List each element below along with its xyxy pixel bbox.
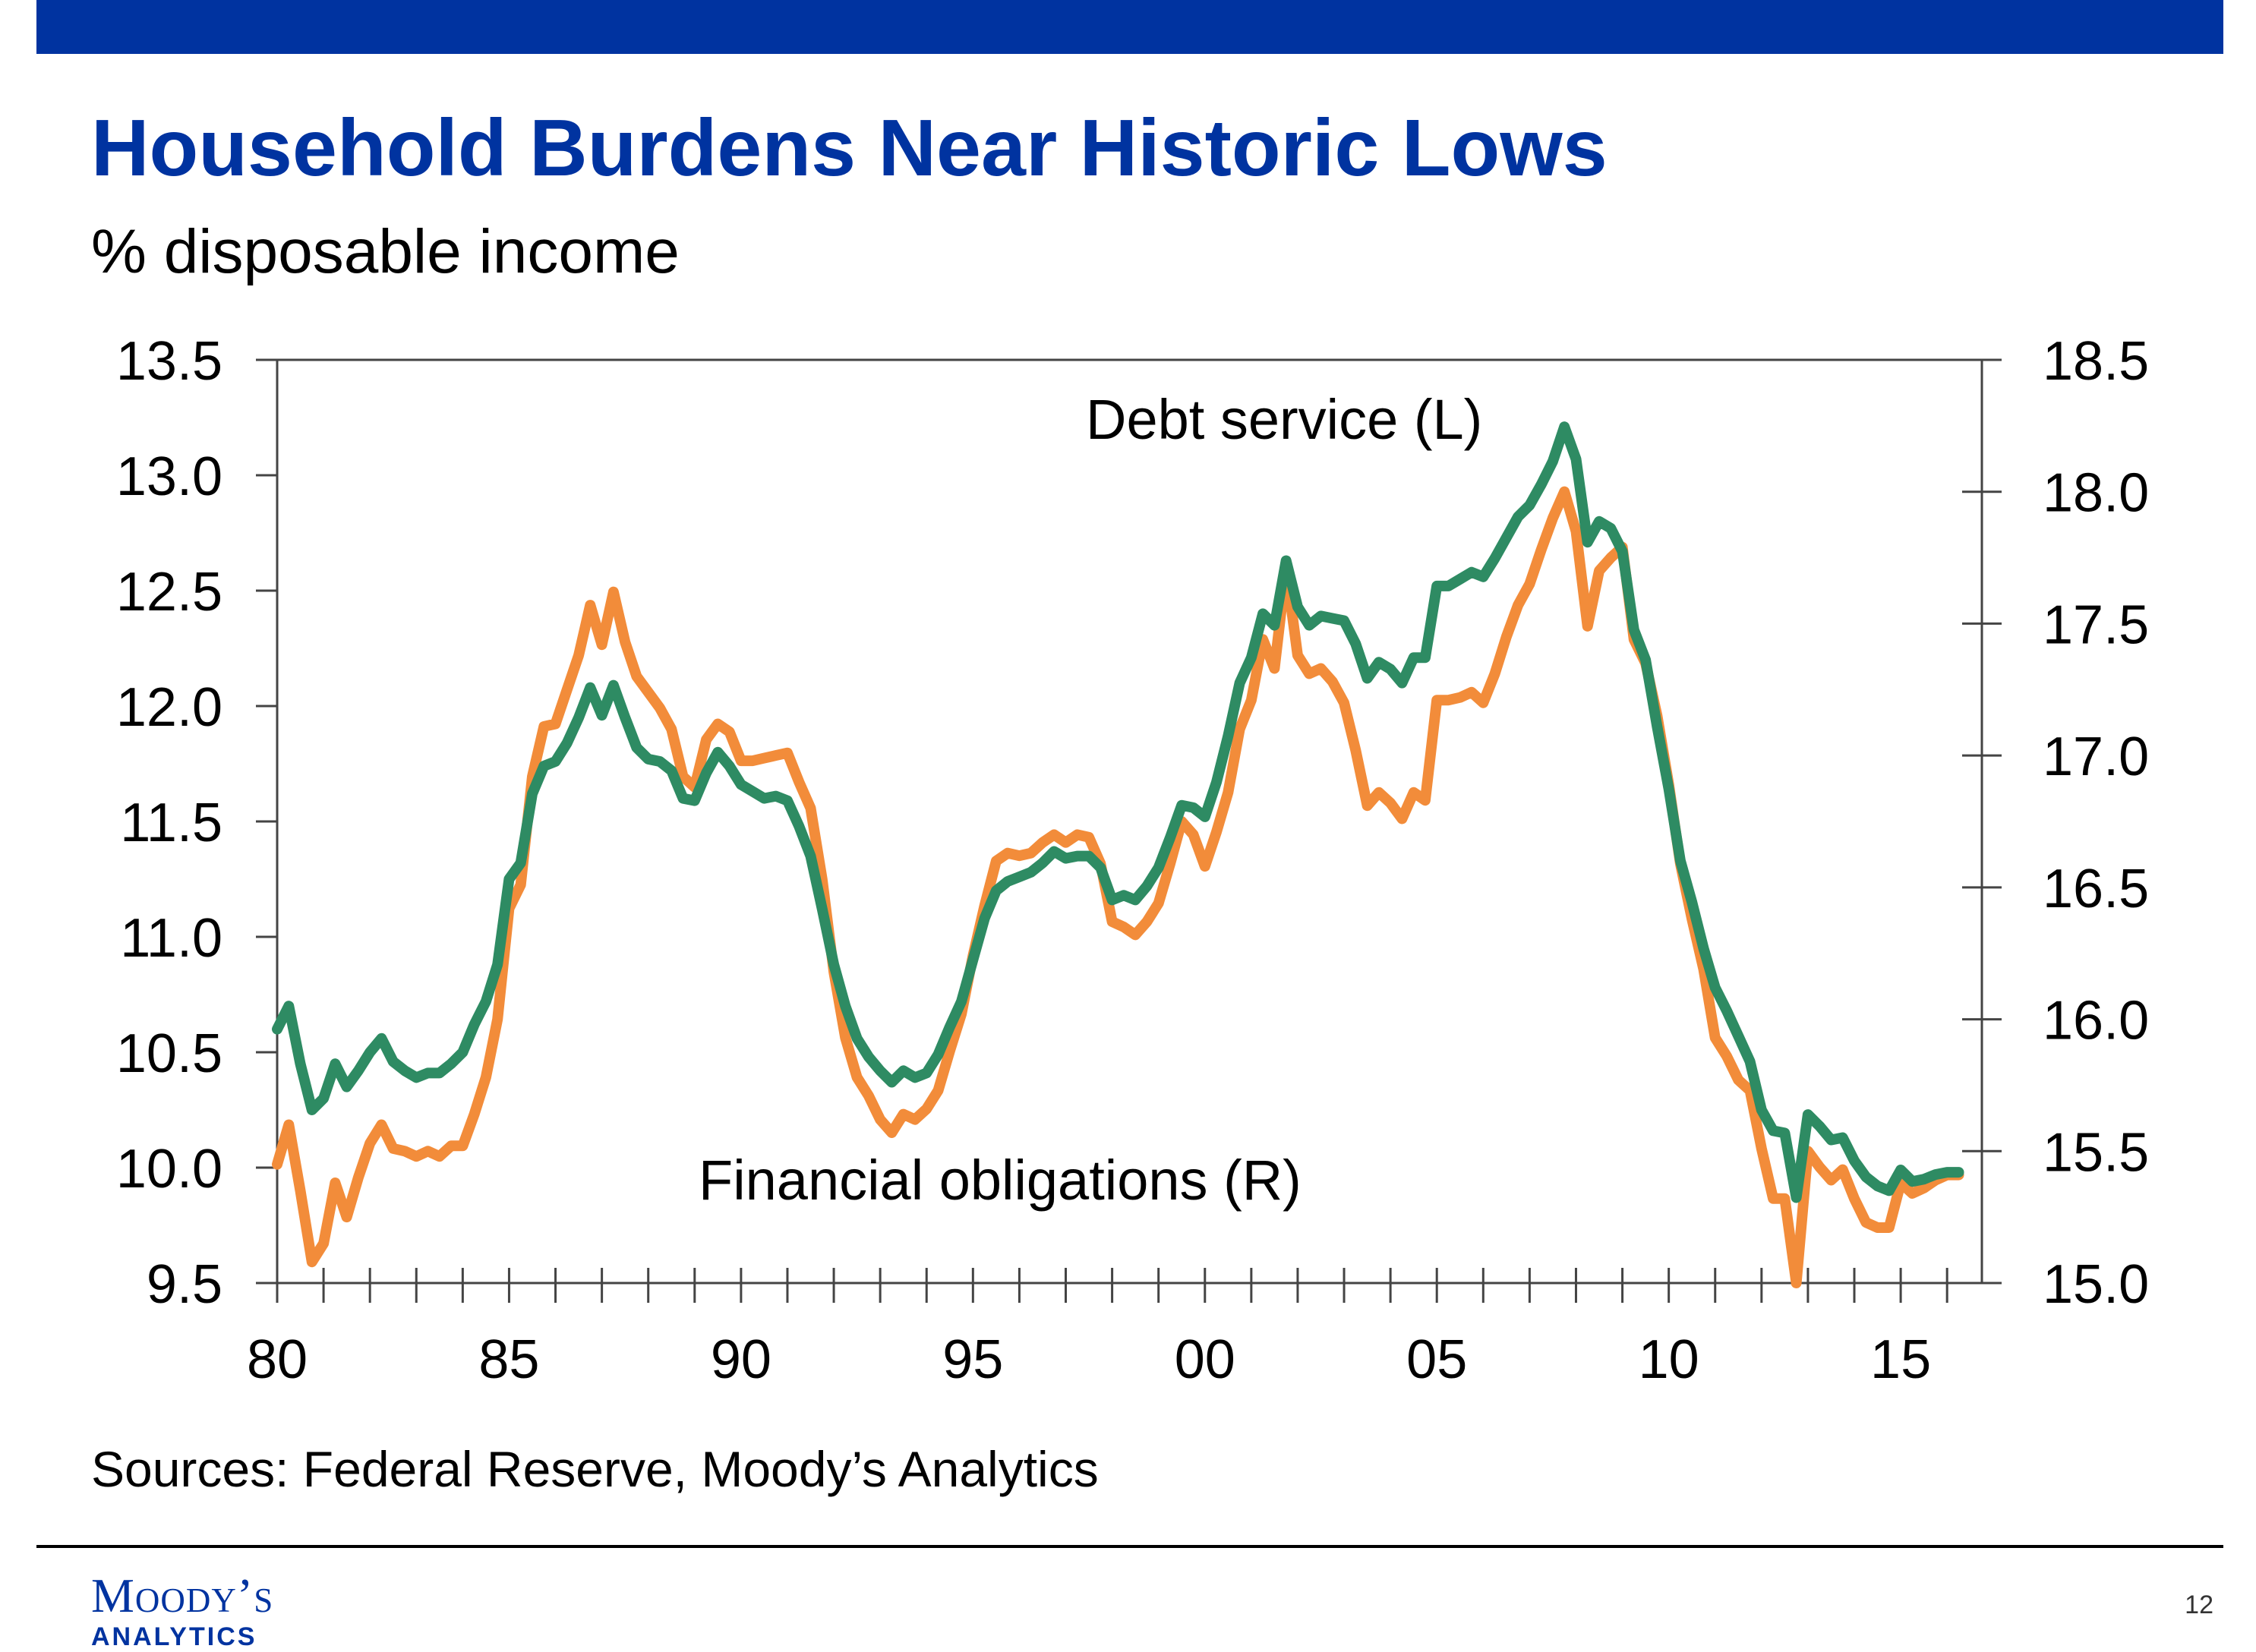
slide-title: Household Burdens Near Historic Lows — [91, 103, 1608, 193]
right-y-tick-label: 17.5 — [2043, 594, 2149, 655]
footer-divider — [36, 1545, 2223, 1548]
right-y-tick-label: 18.5 — [2043, 331, 2149, 392]
logo-subtitle: ANALYTICS — [91, 1622, 257, 1651]
top-banner — [36, 0, 2223, 54]
left-y-tick-label: 13.5 — [116, 331, 222, 392]
right-y-tick-label: 15.0 — [2043, 1254, 2149, 1315]
line-chart: 9.5 10.0 10.5 11.0 11.5 12.0 12.5 13.0 13.5 15.0 1… — [116, 331, 2149, 1390]
x-tick-label: 80 — [247, 1329, 308, 1390]
x-tick-label: 05 — [1406, 1329, 1467, 1390]
left-y-tick-label: 13.0 — [116, 446, 222, 507]
financial-obligations-annotation: Financial obligations (R) — [699, 1149, 1302, 1212]
left-y-tick-label: 10.0 — [116, 1139, 222, 1200]
right-y-tick-label: 16.5 — [2043, 859, 2149, 919]
left-y-tick-label: 10.5 — [116, 1023, 222, 1084]
x-tick-label: 10 — [1639, 1329, 1699, 1390]
right-y-tick-label: 17.0 — [2043, 727, 2149, 787]
left-y-tick-label: 9.5 — [147, 1254, 222, 1315]
slide-subtitle: % disposable income — [91, 217, 680, 286]
right-y-tick-label: 16.0 — [2043, 991, 2149, 1051]
left-y-tick-label: 12.5 — [116, 562, 222, 623]
x-tick-label: 00 — [1175, 1329, 1235, 1390]
x-tick-label: 95 — [942, 1329, 1003, 1390]
left-y-tick-label: 11.0 — [120, 908, 222, 969]
left-y-tick-label: 12.0 — [116, 677, 222, 738]
left-y-tick-label: 11.5 — [120, 793, 222, 853]
moodys-analytics-logo: Moody’s ANALYTICS — [91, 1570, 273, 1652]
page-number: 12 — [2185, 1591, 2213, 1619]
right-y-tick-label: 15.5 — [2043, 1122, 2149, 1183]
x-tick-label: 15 — [1870, 1329, 1931, 1390]
x-tick-label: 85 — [478, 1329, 539, 1390]
debt-service-line — [272, 421, 1964, 1203]
logo-wordmark: Moody’s — [91, 1568, 274, 1622]
right-y-tick-label: 18.0 — [2043, 463, 2149, 524]
x-tick-label: 90 — [711, 1329, 771, 1390]
source-note: Sources: Federal Reserve, Moody’s Analyt… — [91, 1441, 1099, 1497]
debt-service-annotation: Debt service (L) — [1086, 388, 1482, 451]
